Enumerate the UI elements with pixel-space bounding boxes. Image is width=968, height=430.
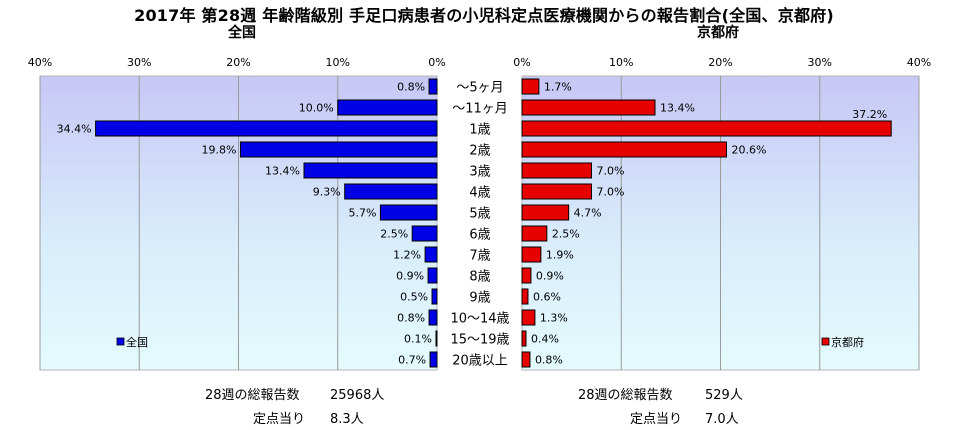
national-bar <box>427 267 438 284</box>
kyoto-data-label: 7.0% <box>596 186 624 199</box>
kyoto-bar <box>521 183 592 200</box>
category-label: 10～14歳 <box>450 312 509 327</box>
kyoto-data-label: 13.4% <box>660 102 695 115</box>
category-label: 20歳以上 <box>452 354 508 369</box>
kyoto-bar <box>521 78 540 95</box>
kyoto-total-reports-label: 28週の総報告数 <box>578 388 673 403</box>
category-label: 6歳 <box>469 228 490 243</box>
national-total-reports-value: 25968人 <box>330 388 385 403</box>
national-data-label: 0.9% <box>396 270 424 283</box>
kyoto-data-label: 1.3% <box>540 312 568 325</box>
kyoto-bar <box>521 267 532 284</box>
national-data-label: 0.8% <box>397 81 425 94</box>
category-label: 8歳 <box>469 270 490 285</box>
kyoto-per-site-value: 7.0人 <box>705 412 739 427</box>
category-label: ～11ヶ月 <box>452 102 508 117</box>
kyoto-tick-label: 0% <box>513 56 530 69</box>
category-label: 5歳 <box>469 207 490 222</box>
kyoto-bar <box>521 351 531 368</box>
kyoto-bar <box>521 330 527 347</box>
national-tick-label: 0% <box>428 56 445 69</box>
kyoto-data-label: 4.7% <box>574 207 602 220</box>
national-bar <box>344 183 438 200</box>
category-label: 15～19歳 <box>450 333 509 348</box>
kyoto-per-site-label: 定点当り <box>630 412 683 427</box>
kyoto-bar <box>521 120 892 137</box>
category-label: 7歳 <box>469 249 490 264</box>
national-data-label: 0.7% <box>398 354 426 367</box>
national-bar <box>428 78 438 95</box>
national-per-site-value: 8.3人 <box>330 412 364 427</box>
national-data-label: 9.3% <box>313 186 341 199</box>
national-bar <box>428 309 438 326</box>
national-legend-swatch <box>116 337 125 346</box>
national-bar <box>431 288 438 305</box>
national-tick-label: 40% <box>28 56 52 69</box>
kyoto-data-label: 37.2% <box>852 108 887 121</box>
national-bar <box>95 120 438 137</box>
national-data-label: 13.4% <box>265 165 300 178</box>
kyoto-bar <box>521 162 592 179</box>
kyoto-bar <box>521 204 570 221</box>
kyoto-bar <box>521 309 536 326</box>
kyoto-legend-swatch <box>821 337 830 346</box>
kyoto-tick-label: 10% <box>609 56 633 69</box>
chart-title: 2017年 第28週 年齢階級別 手足口病患者の小児科定点医療機関からの報告割合… <box>134 6 834 25</box>
category-label: 3歳 <box>469 165 490 180</box>
kyoto-chart-title: 京都府 <box>697 25 739 41</box>
kyoto-tick-label: 20% <box>708 56 732 69</box>
kyoto-data-label: 2.5% <box>552 228 580 241</box>
kyoto-data-label: 20.6% <box>731 144 766 157</box>
kyoto-data-label: 0.8% <box>535 354 563 367</box>
national-bar <box>435 330 438 347</box>
national-per-site-label: 定点当り <box>253 412 306 427</box>
kyoto-bar <box>521 99 656 116</box>
category-label: 2歳 <box>469 144 490 159</box>
national-data-label: 0.5% <box>400 291 428 304</box>
national-data-label: 0.1% <box>404 333 432 346</box>
national-bar <box>379 204 438 221</box>
kyoto-data-label: 0.4% <box>531 333 559 346</box>
national-total-reports-label: 28週の総報告数 <box>205 388 300 403</box>
national-bar <box>239 141 438 158</box>
national-data-label: 34.4% <box>57 123 92 136</box>
national-data-label: 19.8% <box>202 144 237 157</box>
national-data-label: 2.5% <box>380 228 408 241</box>
national-bar <box>337 99 438 116</box>
kyoto-data-label: 0.9% <box>536 270 564 283</box>
national-legend-label: 全国 <box>126 335 148 349</box>
kyoto-data-label: 7.0% <box>596 165 624 178</box>
kyoto-bar <box>521 141 727 158</box>
national-data-label: 1.2% <box>393 249 421 262</box>
national-tick-label: 10% <box>326 56 350 69</box>
kyoto-data-label: 1.7% <box>544 81 572 94</box>
national-tick-label: 20% <box>226 56 250 69</box>
kyoto-data-label: 1.9% <box>546 249 574 262</box>
national-bar <box>411 225 438 242</box>
kyoto-bar <box>521 225 548 242</box>
category-label: 4歳 <box>469 186 490 201</box>
national-bar <box>429 351 438 368</box>
national-bar <box>424 246 438 263</box>
national-data-label: 0.8% <box>397 312 425 325</box>
national-data-label: 5.7% <box>348 207 376 220</box>
kyoto-legend-label: 京都府 <box>831 335 864 349</box>
category-label: ～5ヶ月 <box>456 81 503 96</box>
kyoto-bar <box>521 288 529 305</box>
national-bar <box>303 162 438 179</box>
category-label: 9歳 <box>469 291 490 306</box>
category-label: 1歳 <box>469 123 490 138</box>
kyoto-tick-label: 30% <box>808 56 832 69</box>
kyoto-bar <box>521 246 542 263</box>
kyoto-tick-label: 40% <box>907 56 931 69</box>
national-chart-title: 全国 <box>228 25 256 41</box>
kyoto-total-reports-value: 529人 <box>705 388 743 403</box>
kyoto-data-label: 0.6% <box>533 291 561 304</box>
national-tick-label: 30% <box>127 56 151 69</box>
national-data-label: 10.0% <box>299 102 334 115</box>
